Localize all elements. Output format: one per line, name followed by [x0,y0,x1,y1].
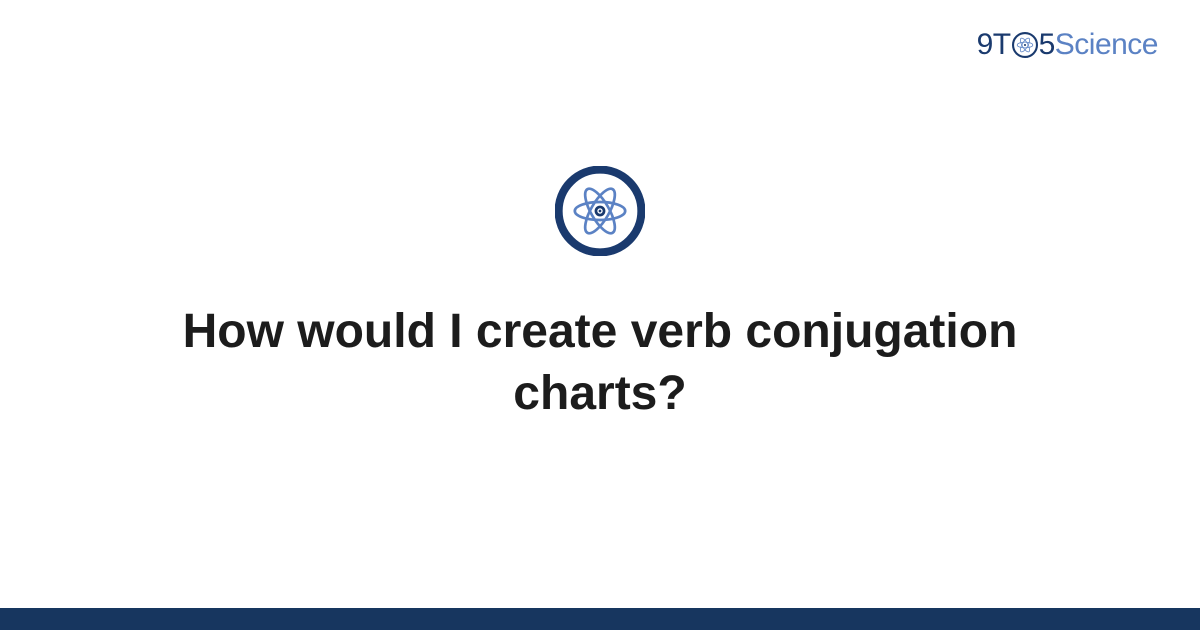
footer-bar [0,608,1200,630]
atom-icon [555,166,645,261]
page-title: How would I create verb conjugation char… [150,301,1050,424]
main-content: How would I create verb conjugation char… [0,0,1200,630]
